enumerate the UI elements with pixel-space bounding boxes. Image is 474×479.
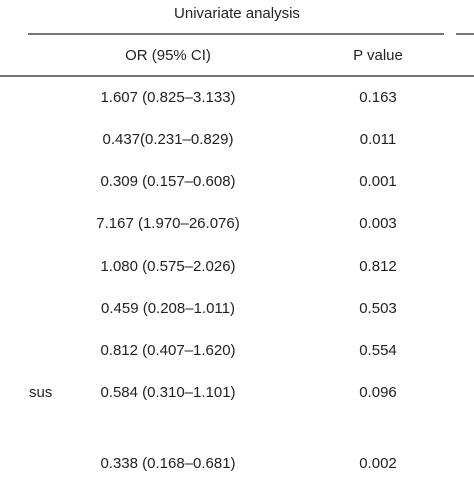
or-cell: 0.338 (0.168–0.681) [100,455,235,472]
p-cell: 0.003 [359,215,397,232]
p-cell: 0.554 [359,342,397,359]
p-cell: 0.011 [360,131,396,148]
p-cell: 0.503 [359,300,397,317]
p-cell: 0.002 [359,455,397,472]
or-cell: 0.437(0.231–0.829) [103,131,234,148]
column-header: P value [353,47,403,64]
or-cell: 1.607 (0.825–3.133) [100,89,235,106]
or-cell: 1.080 (0.575–2.026) [100,258,235,275]
p-cell: 0.001 [359,173,397,190]
column-header: OR (95% CI) [125,47,211,64]
p-cell: 0.812 [359,258,397,275]
or-cell: 7.167 (1.970–26.076) [96,215,239,232]
or-cell: 0.584 (0.310–1.101) [100,384,235,401]
p-cell: 0.096 [359,384,397,401]
or-cell: 0.309 (0.157–0.608) [100,173,235,190]
p-cell: 0.163 [359,89,397,106]
or-cell: 0.812 (0.407–1.620) [100,342,235,359]
group-header: Univariate analysis [174,5,300,22]
or-cell: 0.459 (0.208–1.011) [101,300,235,317]
row-label: sus [29,384,52,401]
